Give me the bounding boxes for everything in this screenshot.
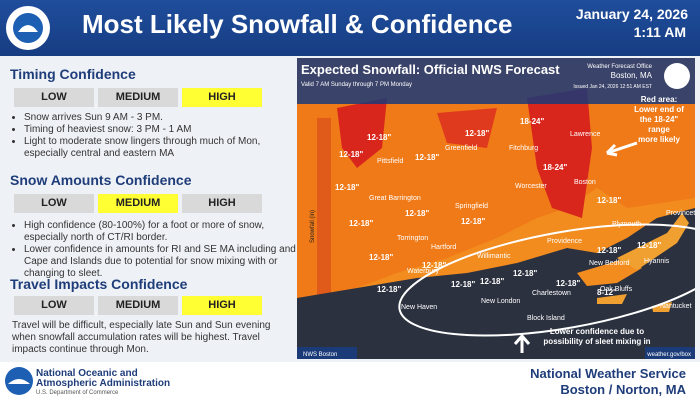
place-label: Provincetown [666, 210, 695, 217]
amount-label: 12-18" [597, 196, 621, 205]
amount-label: 8-12" [597, 288, 617, 297]
map-issued: Issued Jan 24, 2026 12:51 AM EST [573, 84, 652, 90]
place-label: Pittsfield [377, 158, 404, 165]
amount-label: 12-18" [339, 150, 363, 159]
red-note: range [648, 125, 670, 134]
red-note: the 18-24" [640, 115, 679, 124]
amount-label: 18-24" [520, 117, 544, 126]
red-note: more likely [638, 135, 680, 144]
confidence-level: MEDIUM [98, 194, 178, 213]
bullet: High confidence (80-100%) for a foot or … [24, 220, 300, 244]
amount-label: 12-18" [451, 280, 475, 289]
place-label: Springfield [455, 203, 488, 210]
amount-label: 12-18" [513, 269, 537, 278]
red-note: Red area: [641, 95, 677, 104]
place-label: Block Island [527, 315, 565, 322]
confidence-level: MEDIUM [98, 88, 178, 107]
confidence-level: HIGH [182, 296, 262, 315]
title: Most Likely Snowfall & Confidence [82, 9, 513, 39]
amount-label: 12-18" [415, 153, 439, 162]
map-credit: NWS Boston [303, 352, 337, 358]
nws-logo [6, 6, 50, 50]
place-label: New Haven [401, 304, 437, 311]
confidence-level: LOW [14, 194, 94, 213]
map-office: Weather Forecast Office [587, 64, 652, 70]
amount-label: 12-18" [480, 277, 504, 286]
confidence-level: HIGH [182, 194, 262, 213]
amount-label: 12-18" [422, 261, 446, 270]
amount-label: 18-24" [543, 163, 567, 172]
amount-label: 12-18" [349, 219, 373, 228]
office: National Weather Service [530, 366, 686, 381]
amount-label: 12-18" [377, 285, 401, 294]
time: 1:11 AM [633, 24, 686, 40]
map-url: weather.gov/box [646, 352, 691, 358]
place-label: Boston [574, 179, 596, 186]
office: Boston / Norton, MA [560, 382, 686, 397]
confidence-level: MEDIUM [98, 296, 178, 315]
travel-text: Travel will be difficult, especially lat… [12, 320, 271, 355]
place-label: Fitchburg [509, 145, 538, 152]
snowfall-map: Expected Snowfall: Official NWS Forecast… [297, 58, 695, 359]
map-office: Boston, MA [611, 71, 653, 80]
map-title: Expected Snowfall: Official NWS Forecast [301, 62, 560, 77]
place-label: Hyannis [644, 258, 670, 265]
place-label: Providence [547, 238, 582, 245]
bullets: High confidence (80-100%) for a foot or … [6, 220, 300, 280]
section-title: Timing Confidence [10, 66, 136, 82]
place-label: Torrington [397, 235, 428, 242]
amount-label: 12-18" [367, 133, 391, 142]
place-label: Nantucket [660, 303, 692, 310]
amount-label: 12-18" [465, 129, 489, 138]
noaa-logo [5, 367, 33, 395]
date: January 24, 2026 [575, 6, 688, 22]
amount-label: 12-18" [335, 183, 359, 192]
amount-label: 12-18" [405, 209, 429, 218]
header: Most Likely Snowfall & Confidence Januar… [0, 0, 700, 56]
amount-label: 12-18" [369, 253, 393, 262]
amount-label: 12-18" [637, 241, 661, 250]
place-label: Lawrence [570, 131, 600, 138]
amount-label: 12-18" [461, 217, 485, 226]
place-label: Plymouth [612, 221, 641, 228]
bullet: Light to moderate snow lingers through m… [24, 136, 300, 160]
sleet-note: Lower confidence due to [550, 327, 644, 336]
agency: Atmospheric Administration [36, 378, 171, 389]
place-label: Worcester [515, 183, 547, 190]
dept: U.S. Department of Commerce [36, 390, 119, 396]
bullet: Timing of heaviest snow: 3 PM - 1 AM [24, 124, 300, 136]
confidence-level: LOW [14, 88, 94, 107]
confidence-level: HIGH [182, 88, 262, 107]
amount-label: 12-18" [556, 279, 580, 288]
footer: National Oceanic and Atmospheric Adminis… [0, 362, 700, 401]
place-label: New Bedford [589, 260, 630, 267]
bullets: Snow arrives Sun 9 AM - 3 PM. Timing of … [6, 112, 300, 160]
place-label: Oak Bluffs [600, 286, 633, 293]
section-title: Travel Impacts Confidence [10, 276, 188, 292]
place-label: Hartford [431, 244, 456, 251]
place-label: Great Barrington [369, 195, 421, 202]
bullet: Lower confidence in amounts for RI and S… [24, 244, 300, 280]
amount-label: 12-18" [597, 246, 621, 255]
red-note: Lower end of [634, 105, 684, 114]
place-label: Willimantic [477, 253, 511, 260]
place-label: Waterbury [407, 268, 440, 275]
place-label: New London [481, 298, 520, 305]
map-valid: Valid 7 AM Sunday through 7 PM Monday [301, 82, 412, 88]
agency: National Oceanic and [36, 368, 138, 379]
confidence-level: LOW [14, 296, 94, 315]
place-label: Charlestown [532, 290, 571, 297]
bullet: Snow arrives Sun 9 AM - 3 PM. [24, 112, 300, 124]
place-label: Greenfield [445, 145, 477, 152]
sleet-note: possibility of sleet mixing in [543, 337, 650, 346]
legend-label: Snowfall (in) [310, 210, 316, 243]
section-title: Snow Amounts Confidence [10, 172, 192, 188]
